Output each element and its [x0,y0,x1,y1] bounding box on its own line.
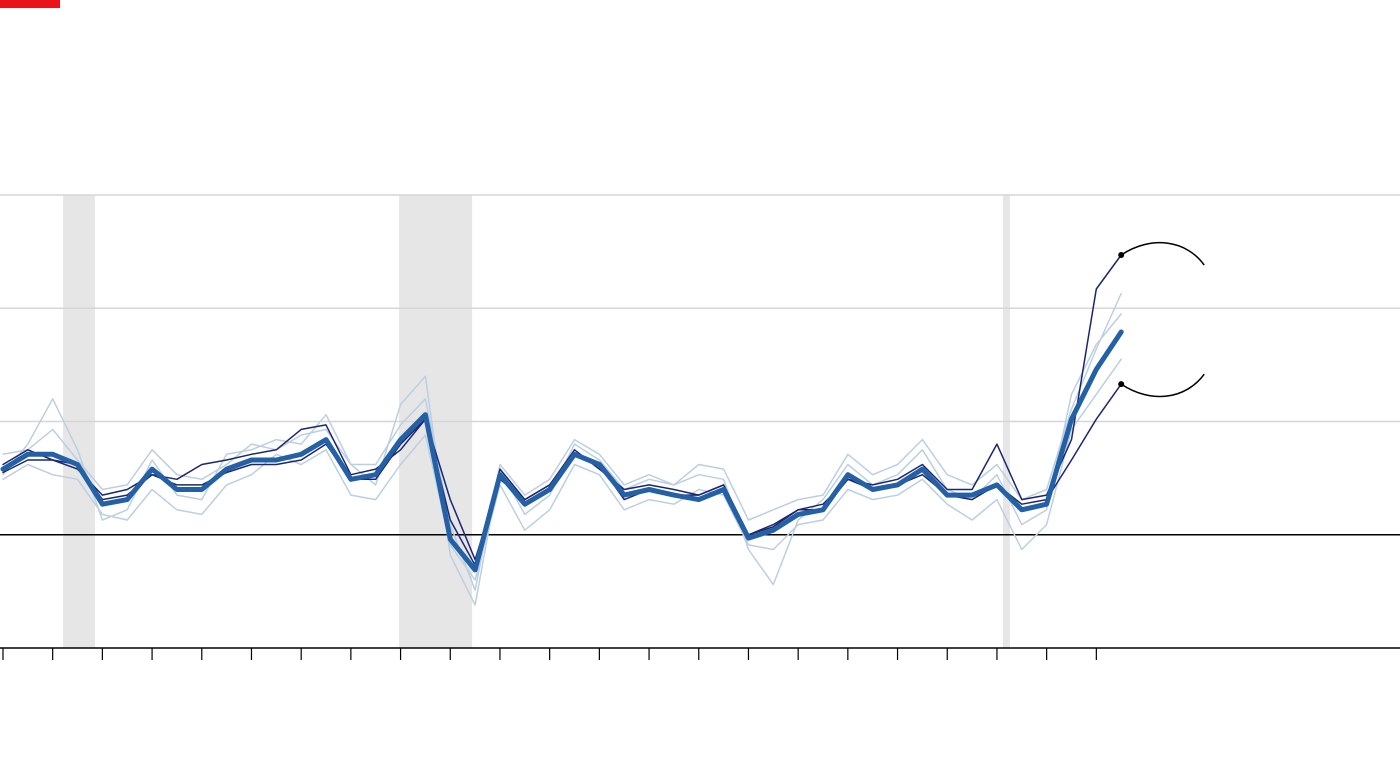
brand-bar [0,0,60,8]
series-line [2,358,1122,581]
series-line [2,254,1122,561]
series-line [2,292,1122,591]
annotation-arc [1120,242,1205,266]
series-line [0,329,1124,573]
annotation-arc [1120,373,1205,398]
